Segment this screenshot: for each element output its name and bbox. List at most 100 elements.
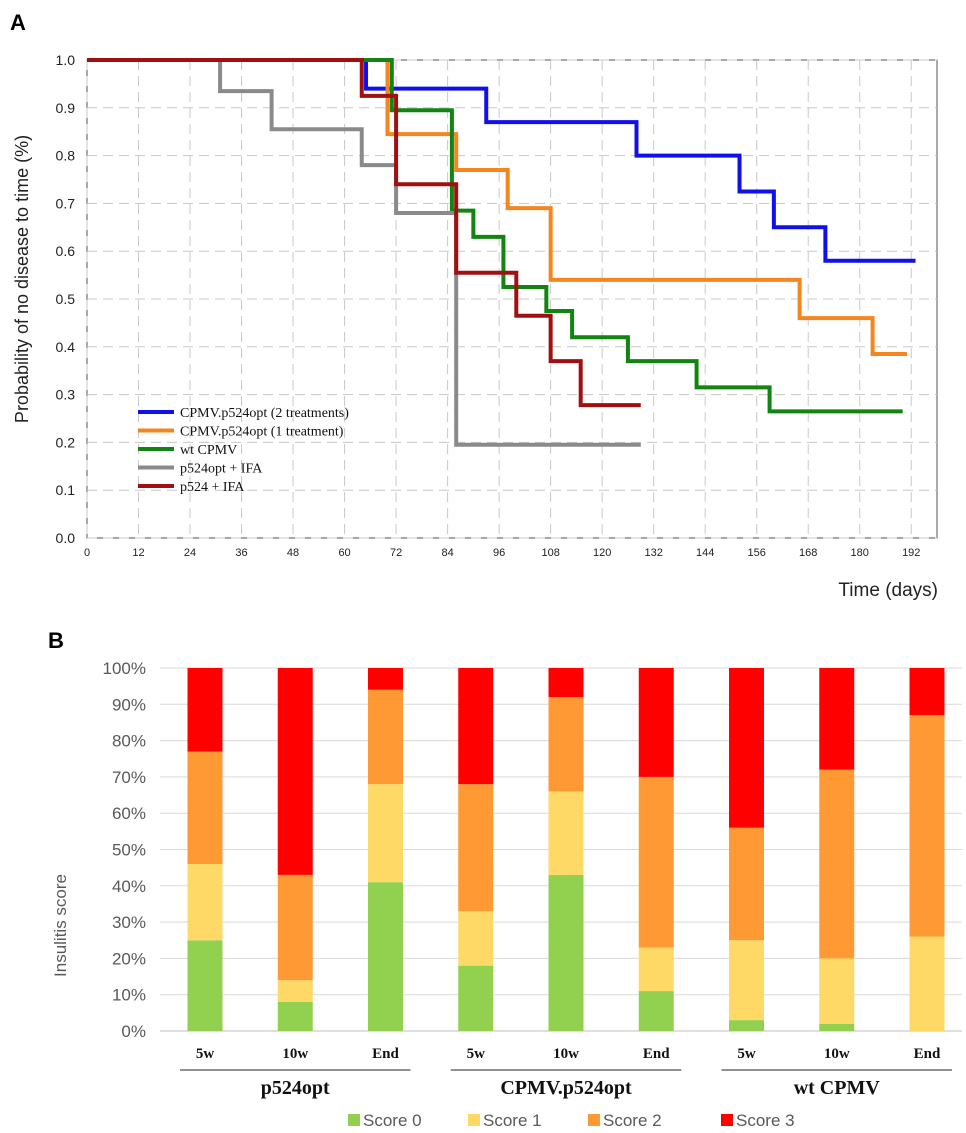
x-tick-label: 96	[493, 547, 505, 559]
legend-label: CPMV.p524opt (2 treatments)	[180, 406, 349, 421]
y-tick-label: 30%	[112, 913, 146, 932]
x-tick-label: 144	[696, 547, 714, 559]
panel-a-letter: A	[10, 10, 26, 35]
x-tick-label: End	[914, 1046, 941, 1062]
bar-segment	[819, 958, 855, 1024]
legend-swatch	[721, 1114, 733, 1126]
group-label: wt CPMV	[794, 1077, 881, 1099]
bar-segment	[458, 965, 494, 1031]
y-tick-label: 0.1	[56, 482, 76, 498]
legend-label: CPMV.p524opt (1 treatment)	[180, 425, 344, 440]
y-tick-label: 90%	[112, 695, 146, 714]
x-tick-label: 120	[593, 547, 611, 559]
x-tick-label: 132	[644, 547, 662, 559]
legend-swatch	[468, 1114, 480, 1126]
x-tick-label: 180	[851, 547, 869, 559]
legend-label: Score 0	[363, 1111, 422, 1130]
x-tick-label: 10w	[824, 1046, 850, 1062]
y-tick-label: 50%	[112, 841, 146, 860]
y-tick-label: 0.6	[56, 243, 76, 259]
bar-segment	[909, 936, 945, 1031]
x-tick-label: 10w	[553, 1046, 579, 1062]
x-tick-label: 5w	[467, 1046, 486, 1062]
group-label: CPMV.p524opt	[500, 1077, 632, 1099]
bar-segment	[819, 668, 855, 770]
bar-segment	[458, 911, 494, 966]
y-tick-label: 80%	[112, 732, 146, 751]
bar-segment	[638, 991, 674, 1031]
x-tick-label: 0	[84, 547, 90, 559]
legend-swatch	[348, 1114, 360, 1126]
x-tick-label: 5w	[196, 1046, 215, 1062]
series-line	[87, 58, 641, 408]
x-tick-label: 10w	[282, 1046, 308, 1062]
x-tick-label: 12	[132, 547, 144, 559]
bar-segment	[638, 776, 674, 948]
y-tick-label: 40%	[112, 877, 146, 896]
bar-segment	[368, 882, 403, 1031]
y-tick-label: 0.0	[56, 530, 76, 546]
series-line	[87, 58, 907, 356]
bar-segment	[277, 668, 313, 875]
bar-segment	[638, 668, 674, 777]
y-tick-label: 100%	[103, 659, 146, 678]
survival-chart: 0 12 24 36 48 60 72 84 96 108 120 132 144 156 168 180 19…	[12, 52, 938, 601]
y-axis-title: Probability of no disease to time (%)	[12, 135, 32, 423]
y-tick-label: 1.0	[56, 52, 76, 68]
bar-segment	[548, 668, 584, 698]
x-tick-label: 192	[902, 547, 920, 559]
y-tick-label: 0.4	[56, 339, 76, 355]
legend-label: p524opt + IFA	[180, 462, 263, 477]
series-line	[87, 58, 903, 414]
x-axis-title: Time (days)	[838, 580, 938, 601]
bar-segment	[729, 1020, 764, 1031]
x-tick-label: 72	[390, 547, 402, 559]
x-tick-label: 36	[235, 547, 247, 559]
y-tick-label: 10%	[112, 986, 146, 1005]
bar-segment	[277, 980, 313, 1002]
x-tick-label: 60	[338, 547, 350, 559]
bar-segment	[548, 791, 584, 875]
bar-segment	[548, 874, 584, 1031]
y-axis-title: Insulitis score	[51, 874, 70, 977]
bar-segment	[368, 668, 403, 690]
y-tick-label: 60%	[112, 804, 146, 823]
bar-segment	[909, 668, 945, 716]
bar-segment	[187, 751, 223, 865]
bar-segment	[819, 769, 855, 959]
y-tick-label: 0.3	[56, 387, 76, 403]
bar-segment	[277, 1001, 313, 1031]
y-tick-label: 20%	[112, 949, 146, 968]
x-tick-label: End	[372, 1046, 399, 1062]
bar-segment	[368, 689, 403, 785]
x-tick-label: 5w	[737, 1046, 756, 1062]
y-tick-label: 0.9	[56, 100, 76, 116]
x-tick-label: 24	[184, 547, 196, 559]
bar-segment	[729, 940, 764, 1021]
bar-segment	[187, 668, 223, 752]
y-tick-label: 0.7	[56, 195, 76, 211]
bar-segment	[368, 784, 403, 883]
bar-segment	[187, 940, 223, 1031]
legend-swatch	[588, 1114, 600, 1126]
y-tick-label: 70%	[112, 768, 146, 787]
y-tick-label: 0.2	[56, 434, 76, 450]
legend-label: wt CPMV	[180, 443, 237, 458]
x-tick-label: 84	[441, 547, 453, 559]
group-label: p524opt	[261, 1077, 330, 1099]
y-tick-label: 0.8	[56, 148, 76, 164]
panel-b-letter: B	[48, 628, 64, 653]
legend-label: p524 + IFA	[180, 480, 245, 495]
legend-label: Score 1	[483, 1111, 542, 1130]
bar-segment	[909, 715, 945, 937]
x-tick-label: End	[643, 1046, 670, 1062]
legend-label: Score 2	[603, 1111, 662, 1130]
bar-segment	[729, 668, 764, 828]
bar-segment	[729, 827, 764, 941]
bar-segment	[819, 1023, 855, 1031]
insulitis-chart: 0% 10% 20% 30% 40% 50% 60% 70% 80% 90% 100% Insulit…	[51, 659, 962, 1130]
x-tick-label: 48	[287, 547, 299, 559]
x-tick-label: 108	[541, 547, 559, 559]
legend-label: Score 3	[736, 1111, 795, 1130]
